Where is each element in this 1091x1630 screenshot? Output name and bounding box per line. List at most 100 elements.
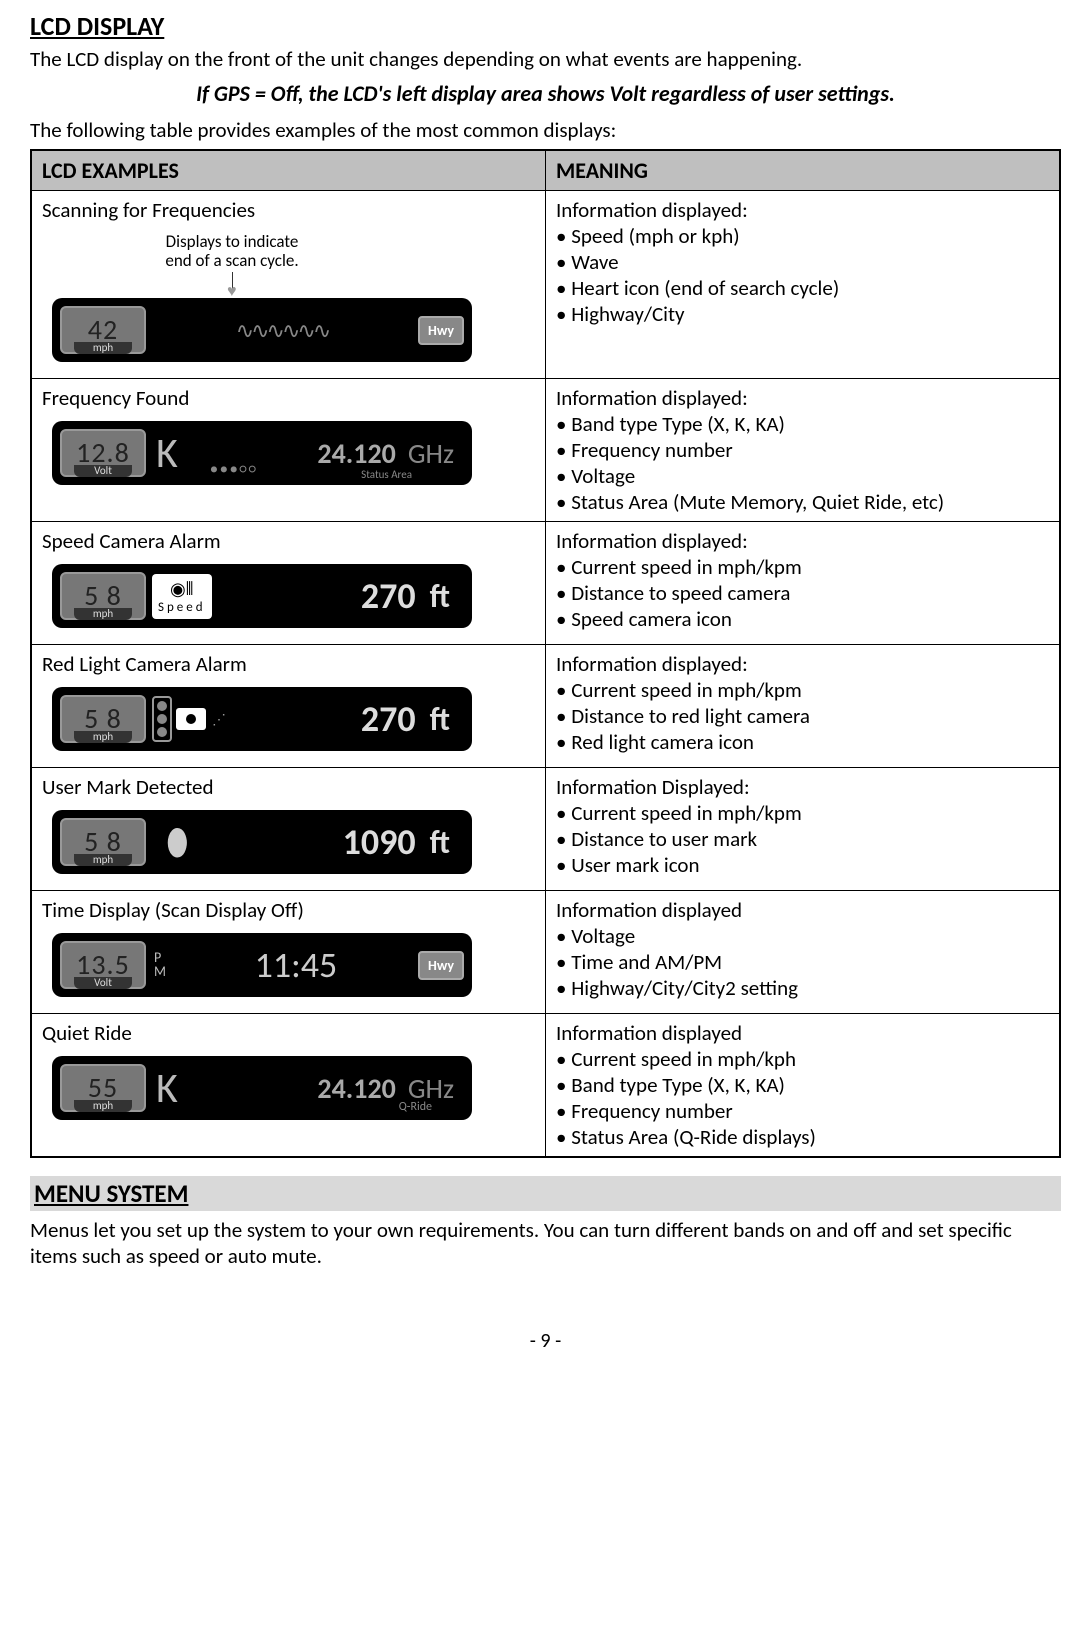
lcd-speed-camera: 5 8 mph ◉⦀ Speed 270 ft xyxy=(52,564,472,628)
bullet: Voltage xyxy=(556,923,1049,949)
meaning-title: Information displayed: xyxy=(556,385,1049,411)
volt-unit: Volt xyxy=(74,465,131,477)
wave-icon: ∿∿∿∿∿∿ xyxy=(236,317,329,344)
menu-system-section: MENU SYSTEM Menus let you set up the sys… xyxy=(30,1176,1061,1269)
bullet: Status Area (Mute Memory, Quiet Ride, et… xyxy=(556,489,1049,515)
bullet: Speed camera icon xyxy=(556,606,1049,632)
bullet: Frequency number xyxy=(556,437,1049,463)
ghz-label: GHz xyxy=(408,436,454,471)
menu-system-heading: MENU SYSTEM xyxy=(30,1176,1061,1211)
bullet: Highway/City xyxy=(556,301,1049,327)
distance-unit: ft xyxy=(430,577,450,616)
speed-unit: mph xyxy=(74,731,131,743)
speed-box: 55 mph xyxy=(60,1064,146,1112)
speed-unit: mph xyxy=(74,1100,131,1112)
distance-value: 270 xyxy=(361,697,416,741)
volt-unit: Volt xyxy=(74,977,131,989)
lcd-intro-text: The LCD display on the front of the unit… xyxy=(30,46,1061,72)
distance-unit: ft xyxy=(430,823,450,862)
bullet: Speed (mph or kph) xyxy=(556,223,1049,249)
bullet: Distance to user mark xyxy=(556,826,1049,852)
lcd-frequency: 12.8 Volt K 24.120 GHz ●●●○○ Status Area xyxy=(52,421,472,485)
row-title: Quiet Ride xyxy=(42,1020,535,1046)
bullet: Time and AM/PM xyxy=(556,949,1049,975)
signal-dots-icon: ●●●○○ xyxy=(210,462,258,477)
row-title: Frequency Found xyxy=(42,385,535,411)
bullet: Red light camera icon xyxy=(556,729,1049,755)
volt-value: 12.8 xyxy=(76,439,130,467)
gps-off-note: If GPS = Off, the LCD's left display are… xyxy=(30,80,1061,107)
th-meaning: MEANING xyxy=(546,150,1061,191)
meaning-title: Information displayed: xyxy=(556,651,1049,677)
hwy-badge: Hwy xyxy=(418,951,464,980)
lcd-examples-table: LCD EXAMPLES MEANING Scanning for Freque… xyxy=(30,149,1061,1158)
speed-box: 5 8 mph xyxy=(60,572,146,620)
table-row: User Mark Detected 5 8 mph ⬮ 1090 ft Inf… xyxy=(31,768,1060,891)
q-ride-label: Q-Ride xyxy=(399,1100,432,1114)
menu-system-body: Menus let you set up the system to your … xyxy=(30,1217,1061,1269)
distance-value: 270 xyxy=(361,574,416,618)
lcd-quiet-ride: 55 mph K 24.120 GHz Q-Ride xyxy=(52,1056,472,1120)
volt-box: 12.8 Volt xyxy=(60,429,146,477)
bullet: Highway/City/City2 setting xyxy=(556,975,1049,1001)
distance-value: 1090 xyxy=(343,820,416,864)
bullet: User mark icon xyxy=(556,852,1049,878)
bullet: Current speed in mph/kpm xyxy=(556,554,1049,580)
bullet: Frequency number xyxy=(556,1098,1049,1124)
am-pm-label: PM xyxy=(154,951,166,979)
page-number: - 9 - xyxy=(30,1329,1061,1353)
row-title: User Mark Detected xyxy=(42,774,535,800)
table-intro-text: The following table provides examples of… xyxy=(30,117,1061,143)
row-title: Time Display (Scan Display Off) xyxy=(42,897,535,923)
red-light-camera-icon: ⋰ xyxy=(152,696,226,742)
lcd-time: 13.5 Volt PM 11:45 Hwy xyxy=(52,933,472,997)
distance-unit: ft xyxy=(430,700,450,739)
table-row: Scanning for Frequencies Displays to ind… xyxy=(31,191,1060,379)
speed-unit: mph xyxy=(74,608,131,620)
time-value: 11:45 xyxy=(255,943,338,987)
table-row: Speed Camera Alarm 5 8 mph ◉⦀ Speed 270 … xyxy=(31,522,1060,645)
th-lcd-examples: LCD EXAMPLES xyxy=(31,150,546,191)
bullet: Band type Type (X, K, KA) xyxy=(556,411,1049,437)
speed-value: 55 xyxy=(88,1074,118,1102)
frequency-value: 24.120 xyxy=(317,436,395,471)
speed-unit: mph xyxy=(74,342,131,354)
meaning-title: Information Displayed: xyxy=(556,774,1049,800)
speed-value: 5 8 xyxy=(84,582,122,610)
speed-box: 5 8 mph xyxy=(60,818,146,866)
lcd-display-heading: LCD DISPLAY xyxy=(30,10,1061,42)
user-mark-pin-icon: ⬮ xyxy=(166,820,189,864)
speed-value: 5 8 xyxy=(84,828,122,856)
bullet: Current speed in mph/kpm xyxy=(556,677,1049,703)
lcd-scanning: 42 mph ∿∿∿∿∿∿ Hwy xyxy=(52,298,472,362)
row-title: Speed Camera Alarm xyxy=(42,528,535,554)
bullet: Distance to speed camera xyxy=(556,580,1049,606)
speed-camera-icon: ◉⦀ Speed xyxy=(152,574,212,619)
volt-box: 13.5 Volt xyxy=(60,941,146,989)
bullet: Distance to red light camera xyxy=(556,703,1049,729)
speed-icon-label: Speed xyxy=(158,600,206,615)
row-title: Red Light Camera Alarm xyxy=(42,651,535,677)
meaning-title: Information displayed: xyxy=(556,528,1049,554)
speed-value: 5 8 xyxy=(84,705,122,733)
meaning-title: Information displayed xyxy=(556,897,1049,923)
speed-unit: mph xyxy=(74,854,131,866)
bullet: Current speed in mph/kph xyxy=(556,1046,1049,1072)
bullet: Heart icon (end of search cycle) xyxy=(556,275,1049,301)
table-row: Time Display (Scan Display Off) 13.5 Vol… xyxy=(31,891,1060,1014)
table-row: Quiet Ride 55 mph K 24.120 GHz Q-Ride In… xyxy=(31,1014,1060,1158)
table-row: Red Light Camera Alarm 5 8 mph ⋰ 270 ft … xyxy=(31,645,1060,768)
bullet: Current speed in mph/kpm xyxy=(556,800,1049,826)
speed-box: 5 8 mph xyxy=(60,695,146,743)
bullet: Voltage xyxy=(556,463,1049,489)
volt-value: 13.5 xyxy=(76,951,130,979)
hwy-badge: Hwy xyxy=(418,316,464,345)
frequency-value: 24.120 xyxy=(317,1071,395,1106)
bullet: Band type Type (X, K, KA) xyxy=(556,1072,1049,1098)
meaning-title: Information displayed xyxy=(556,1020,1049,1046)
row-title: Scanning for Frequencies xyxy=(42,197,535,223)
lcd-user-mark: 5 8 mph ⬮ 1090 ft xyxy=(52,810,472,874)
speed-value: 42 xyxy=(88,316,118,344)
lcd-red-light: 5 8 mph ⋰ 270 ft xyxy=(52,687,472,751)
table-row: Frequency Found 12.8 Volt K 24.120 GHz ●… xyxy=(31,379,1060,522)
